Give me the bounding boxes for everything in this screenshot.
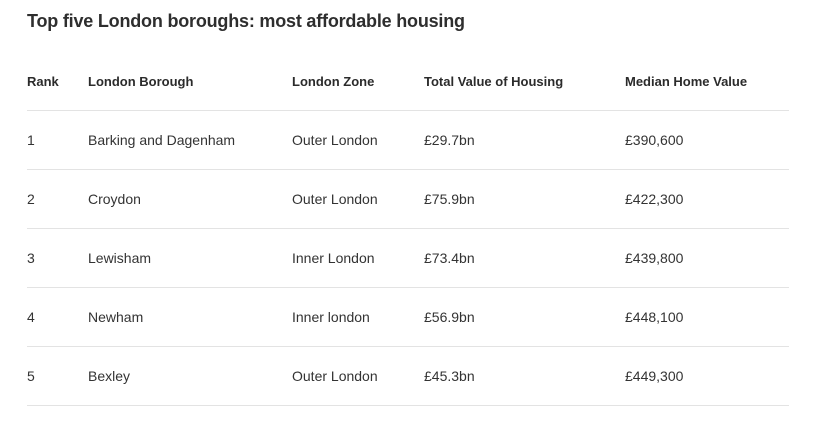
cell-zone: Outer London xyxy=(292,346,424,406)
cell-borough: Bexley xyxy=(88,346,292,406)
table-row: 1 Barking and Dagenham Outer London £29.… xyxy=(27,110,789,170)
table-row: 3 Lewisham Inner London £73.4bn £439,800 xyxy=(27,228,789,288)
column-header-borough: London Borough xyxy=(88,52,292,111)
table-row: 2 Croydon Outer London £75.9bn £422,300 xyxy=(27,169,789,229)
cell-rank: 1 xyxy=(27,110,88,170)
cell-total-value: £75.9bn xyxy=(424,169,625,229)
table-row: 4 Newham Inner london £56.9bn £448,100 xyxy=(27,287,789,347)
cell-median-value: £448,100 xyxy=(625,287,789,347)
affordable-housing-table: Rank London Borough London Zone Total Va… xyxy=(27,52,789,406)
cell-borough: Newham xyxy=(88,287,292,347)
page-title: Top five London boroughs: most affordabl… xyxy=(27,11,465,31)
cell-total-value: £73.4bn xyxy=(424,228,625,288)
cell-median-value: £449,300 xyxy=(625,346,789,406)
cell-total-value: £45.3bn xyxy=(424,346,625,406)
cell-rank: 2 xyxy=(27,169,88,229)
cell-rank: 5 xyxy=(27,346,88,406)
cell-borough: Barking and Dagenham xyxy=(88,110,292,170)
cell-median-value: £422,300 xyxy=(625,169,789,229)
cell-median-value: £390,600 xyxy=(625,110,789,170)
cell-borough: Lewisham xyxy=(88,228,292,288)
column-header-rank: Rank xyxy=(27,52,88,111)
column-header-median-value: Median Home Value xyxy=(625,52,789,111)
cell-zone: Outer London xyxy=(292,110,424,170)
cell-zone: Inner london xyxy=(292,287,424,347)
cell-rank: 4 xyxy=(27,287,88,347)
column-header-total-value: Total Value of Housing xyxy=(424,52,625,111)
cell-borough: Croydon xyxy=(88,169,292,229)
cell-total-value: £29.7bn xyxy=(424,110,625,170)
cell-median-value: £439,800 xyxy=(625,228,789,288)
table-header-row: Rank London Borough London Zone Total Va… xyxy=(27,52,789,111)
cell-zone: Inner London xyxy=(292,228,424,288)
table-row: 5 Bexley Outer London £45.3bn £449,300 xyxy=(27,346,789,406)
column-header-zone: London Zone xyxy=(292,52,424,111)
cell-rank: 3 xyxy=(27,228,88,288)
cell-total-value: £56.9bn xyxy=(424,287,625,347)
cell-zone: Outer London xyxy=(292,169,424,229)
